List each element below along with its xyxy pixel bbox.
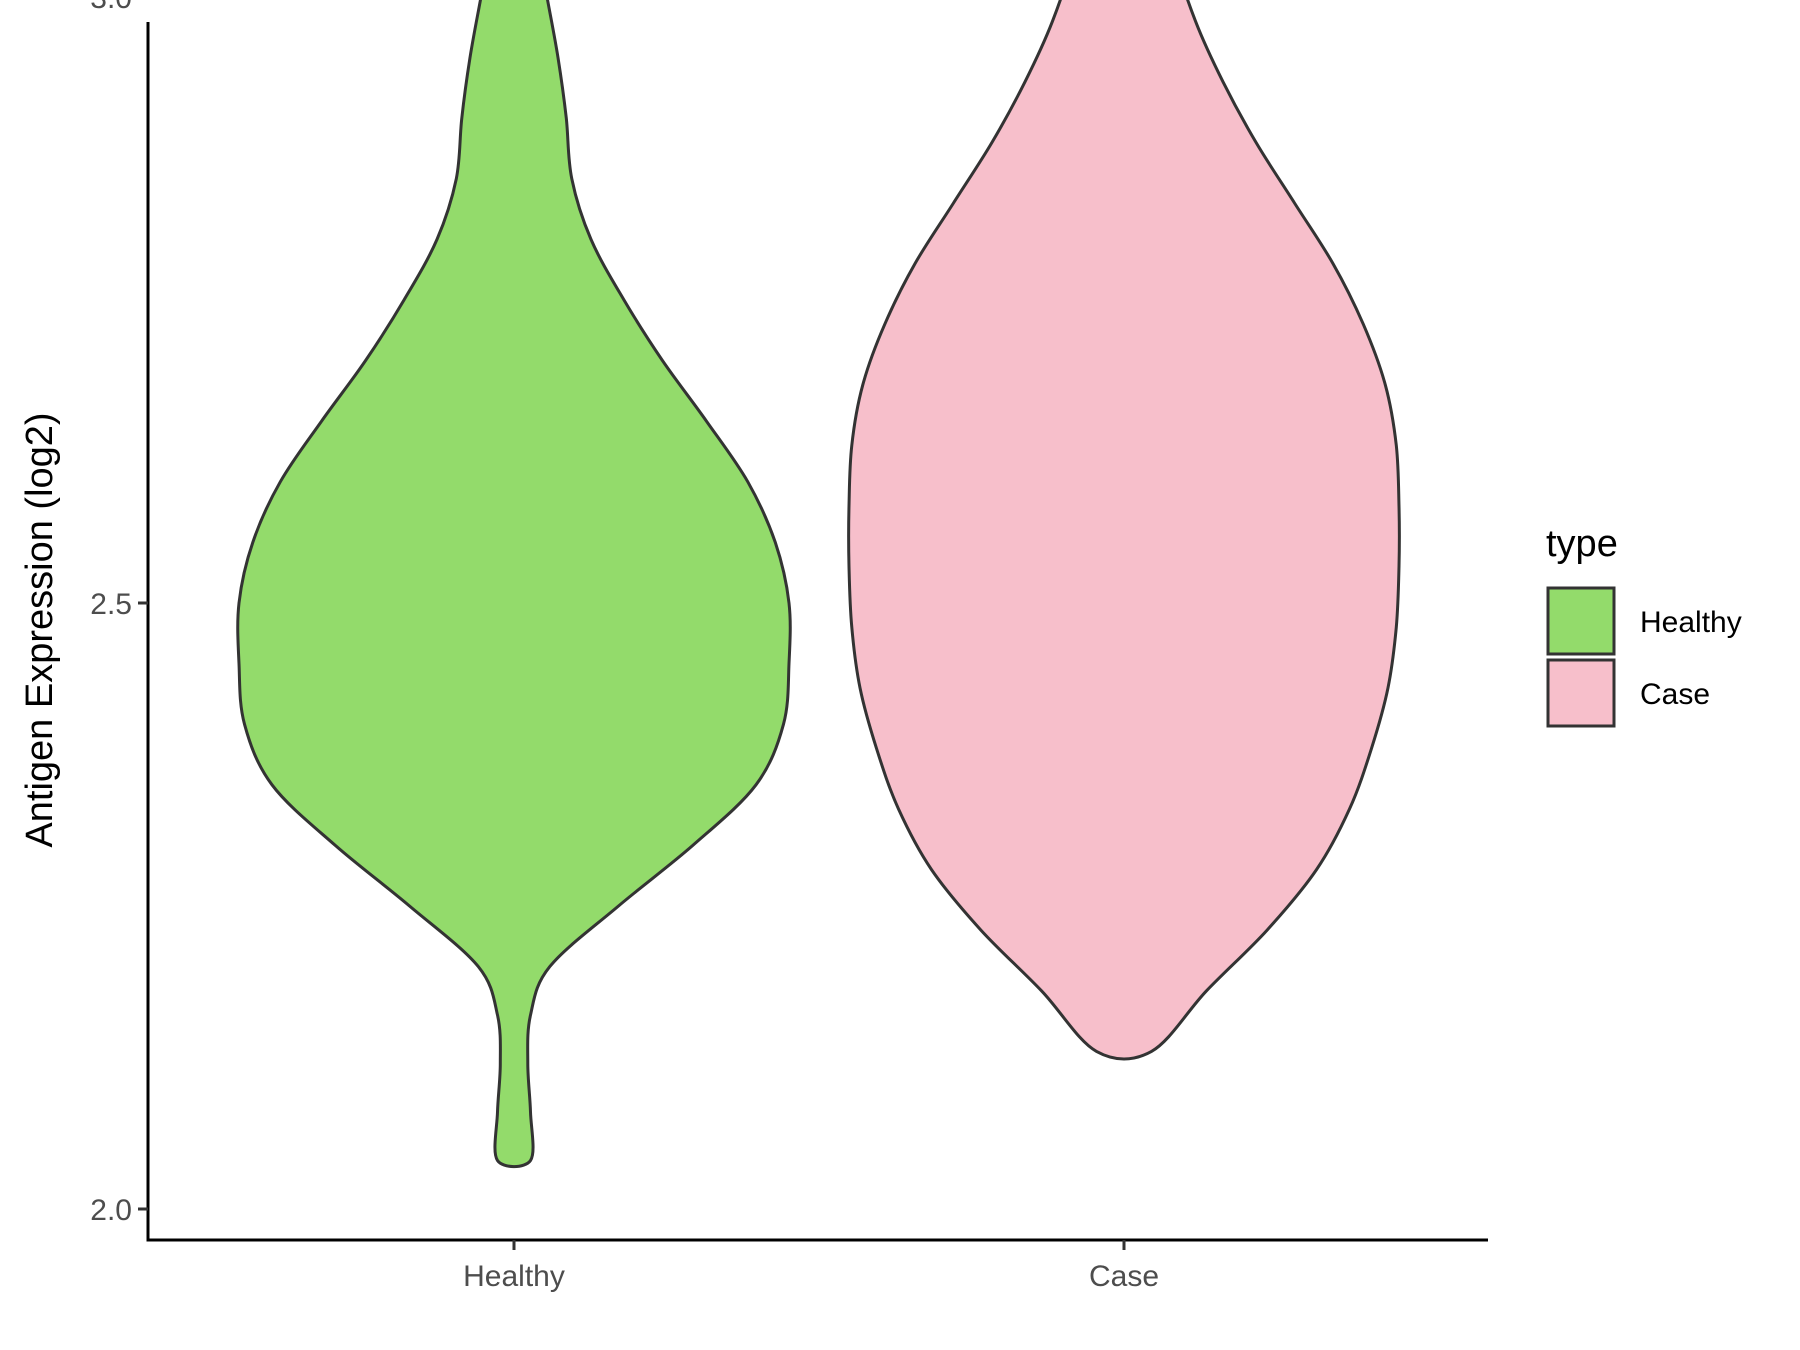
legend-key-healthy	[1546, 586, 1616, 656]
violin-case	[847, 0, 1401, 1061]
violin-healthy	[236, 0, 792, 1169]
y-axis-title: Antigen Expression (log2)	[19, 412, 61, 847]
y-tick-label: 2.5	[90, 588, 132, 621]
violins-layer	[236, 0, 1401, 1169]
y-tick-label: 2.0	[90, 1194, 132, 1227]
legend-key-case	[1546, 658, 1616, 728]
y-ticks: 2.02.53.03.5	[90, 0, 148, 1227]
x-ticks: Healthy Case	[463, 1240, 1159, 1293]
x-tick-label: Healthy	[463, 1260, 565, 1293]
legend: type Healthy Case	[1546, 523, 1742, 728]
y-tick-label: 3.0	[90, 0, 132, 15]
legend-label-case: Case	[1640, 678, 1710, 711]
x-tick-label: Case	[1089, 1260, 1159, 1293]
legend-label-healthy: Healthy	[1640, 606, 1742, 639]
axes-layer	[146, 22, 1488, 1242]
legend-title: type	[1546, 523, 1618, 565]
